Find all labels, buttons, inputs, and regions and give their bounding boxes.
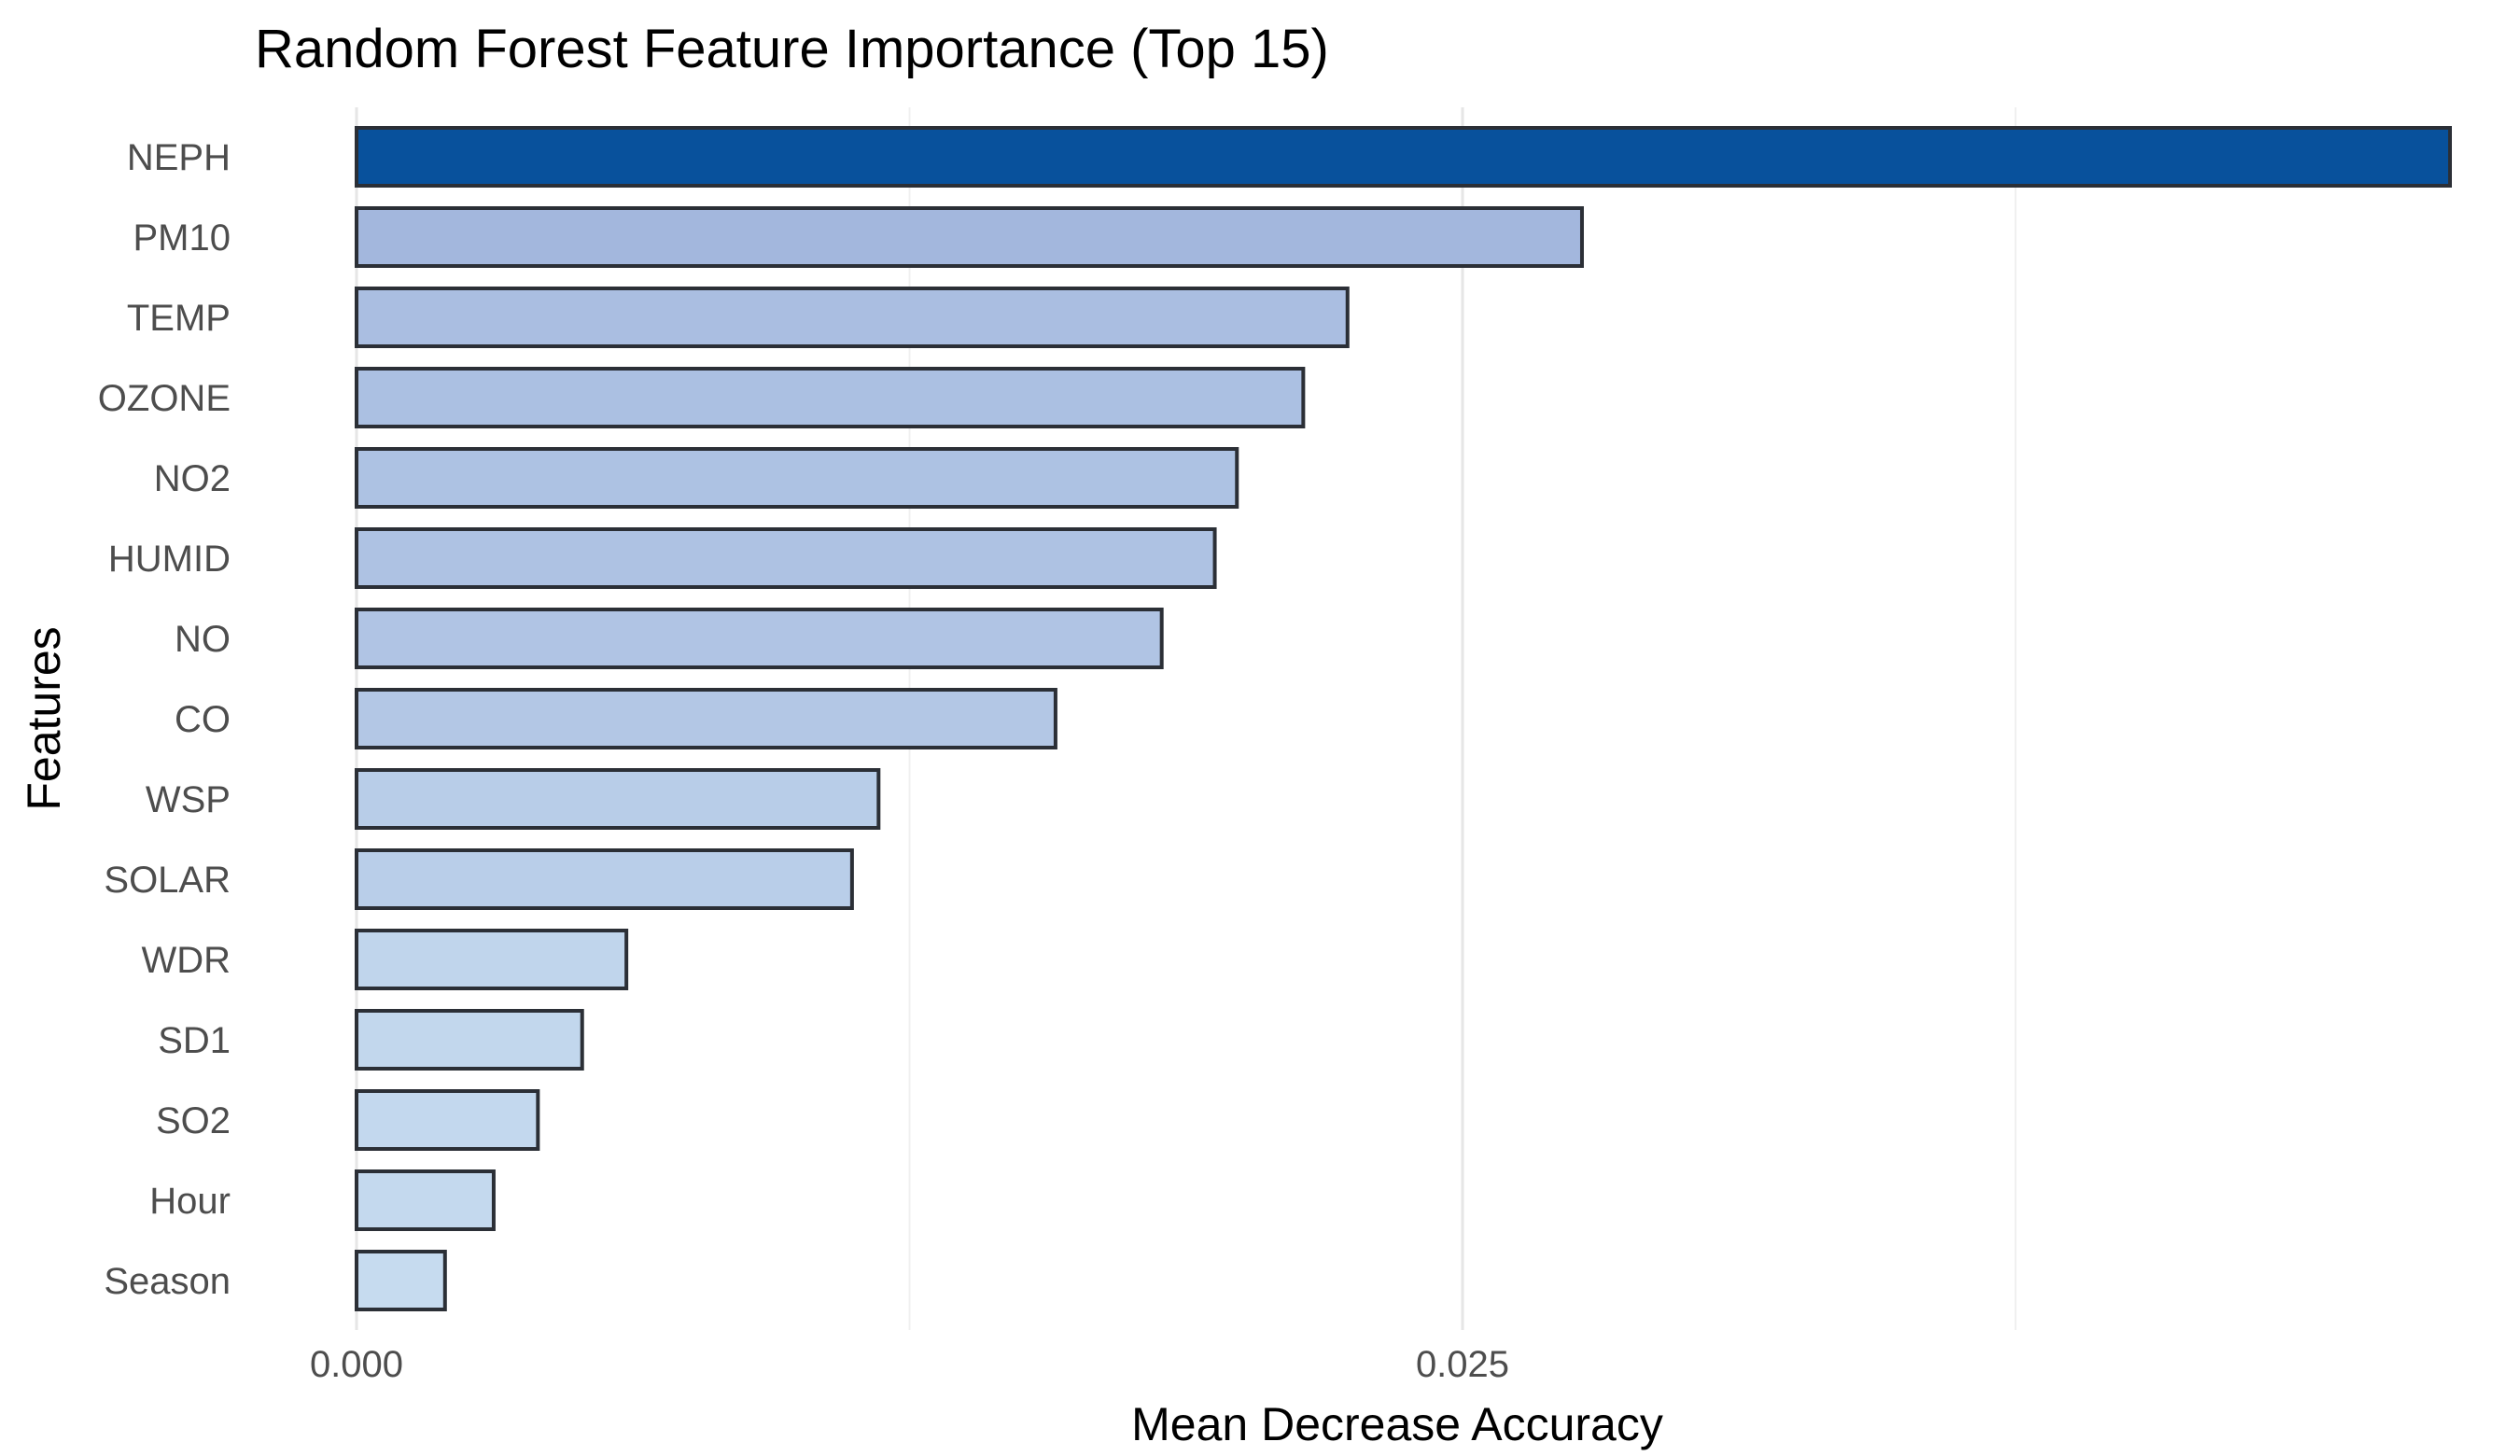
bar-humid bbox=[355, 527, 1217, 589]
y-axis-title: Features bbox=[18, 626, 70, 810]
bar-temp bbox=[355, 287, 1350, 348]
x-axis-title: Mean Decrease Accuracy bbox=[1131, 1398, 1663, 1450]
bar-hour bbox=[355, 1169, 496, 1231]
y-tick-label-temp: TEMP bbox=[127, 298, 231, 339]
bar-co bbox=[355, 688, 1057, 749]
y-axis-ticks: NEPH PM10 TEMP OZONE NO2 HUMID NO CO WSP SOLAR WDR… bbox=[98, 137, 231, 1302]
bar-sd1 bbox=[355, 1009, 584, 1071]
bar-season bbox=[355, 1250, 447, 1311]
y-tick-label-pm10: PM10 bbox=[133, 217, 231, 259]
y-tick-label-hour: Hour bbox=[149, 1181, 231, 1222]
bar-ozone bbox=[355, 367, 1306, 428]
bar-so2 bbox=[355, 1089, 540, 1151]
y-tick-label-wdr: WDR bbox=[141, 940, 231, 981]
y-tick-label-solar: SOLAR bbox=[104, 860, 231, 901]
chart-title: Random Forest Feature Importance (Top 15… bbox=[255, 19, 1329, 79]
bar-wsp bbox=[355, 768, 881, 830]
bar-solar bbox=[355, 848, 854, 910]
y-tick-label-humid: HUMID bbox=[108, 539, 231, 580]
bars bbox=[355, 126, 2452, 1311]
y-tick-label-so2: SO2 bbox=[156, 1100, 231, 1141]
y-tick-label-no2: NO2 bbox=[154, 458, 231, 499]
x-tick-label: 0.025 bbox=[1416, 1344, 1509, 1385]
bar-pm10 bbox=[355, 206, 1584, 268]
bar-no bbox=[355, 608, 1164, 669]
y-tick-label-wsp: WSP bbox=[146, 779, 231, 820]
bar-neph bbox=[355, 126, 2452, 188]
bar-no2 bbox=[355, 447, 1239, 509]
y-tick-label-sd1: SD1 bbox=[158, 1020, 231, 1061]
x-tick-label: 0.000 bbox=[310, 1344, 403, 1385]
bar-wdr bbox=[355, 929, 629, 990]
y-tick-label-ozone: OZONE bbox=[98, 378, 231, 419]
y-tick-label-co: CO bbox=[175, 699, 231, 740]
y-tick-label-season: Season bbox=[104, 1261, 231, 1302]
y-tick-label-no: NO bbox=[175, 619, 231, 660]
y-tick-label-neph: NEPH bbox=[127, 137, 231, 178]
